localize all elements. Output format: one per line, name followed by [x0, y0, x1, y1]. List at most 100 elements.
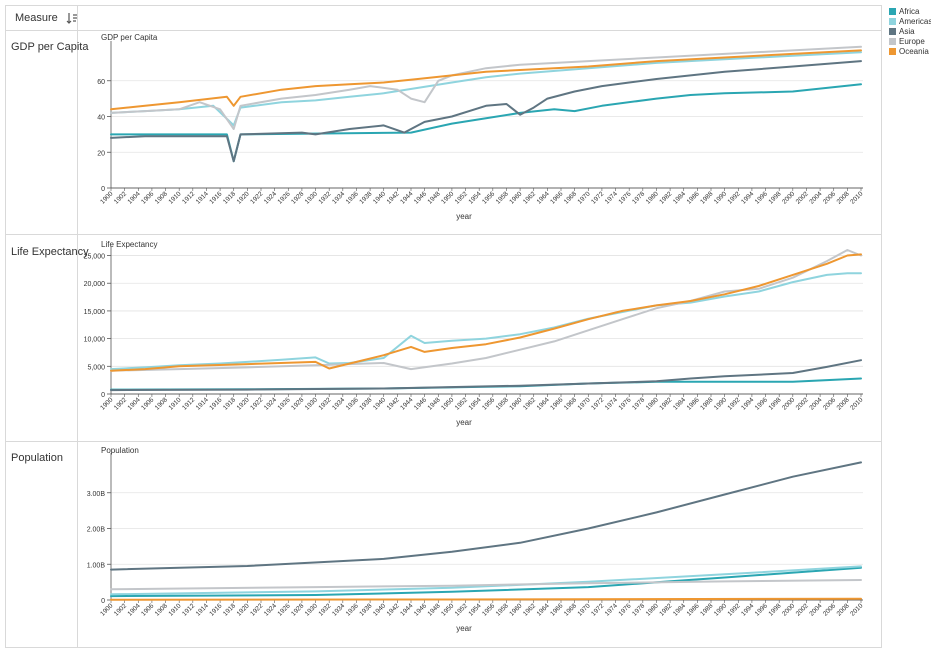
- y-tick-label: 5,000: [87, 364, 105, 371]
- chart-title: Population: [101, 446, 139, 455]
- x-tick-label: 1992: [727, 396, 742, 411]
- x-tick-label: 1984: [672, 190, 687, 205]
- x-tick-label: 1998: [767, 602, 782, 617]
- x-tick-label: 1982: [658, 190, 673, 205]
- x-tick-label: 1978: [631, 396, 646, 411]
- x-tick-label: 1904: [127, 602, 142, 617]
- x-tick-label: 1950: [440, 602, 455, 617]
- x-tick-label: 1952: [454, 602, 469, 617]
- x-tick-label: 2010: [849, 190, 864, 205]
- x-tick-label: 1938: [358, 602, 373, 617]
- x-tick-label: 1990: [713, 190, 728, 205]
- x-tick-label: 1938: [358, 396, 373, 411]
- legend-item-americas[interactable]: Americas: [889, 16, 931, 26]
- x-tick-label: 1962: [522, 190, 537, 205]
- x-tick-label: 1930: [304, 396, 319, 411]
- x-tick-label: 1904: [127, 190, 142, 205]
- x-tick-label: 1974: [604, 396, 619, 411]
- x-tick-label: 1992: [727, 602, 742, 617]
- x-tick-label: 1922: [249, 396, 264, 411]
- series-line-oceania: [110, 49, 862, 111]
- x-tick-label: 1932: [317, 602, 332, 617]
- x-tick-label: 2010: [849, 396, 864, 411]
- x-tick-label: 1992: [727, 190, 742, 205]
- x-tick-label: 1998: [767, 396, 782, 411]
- x-tick-label: 1970: [577, 396, 592, 411]
- x-tick-label: 1934: [331, 396, 346, 411]
- legend-label: Americas: [899, 16, 931, 26]
- x-tick-label: 1954: [467, 190, 482, 205]
- y-tick-label: 1.00B: [87, 562, 106, 569]
- x-tick-label: 1934: [331, 602, 346, 617]
- x-tick-label: 1974: [604, 190, 619, 205]
- x-tick-label: 1966: [549, 190, 564, 205]
- x-tick-label: 1996: [754, 396, 769, 411]
- x-tick-label: 1950: [440, 396, 455, 411]
- x-tick-label: 1924: [263, 602, 278, 617]
- x-tick-label: 1910: [167, 602, 182, 617]
- series-line-africa: [110, 83, 862, 163]
- x-tick-label: 2000: [781, 190, 796, 205]
- x-tick-label: 1966: [549, 602, 564, 617]
- legend: Africa Americas Asia Europe Oceania: [889, 6, 931, 56]
- series-line-europe: [110, 579, 862, 591]
- x-tick-label: 1982: [658, 602, 673, 617]
- x-tick-label: 1946: [413, 602, 428, 617]
- x-tick-label: 1988: [699, 396, 714, 411]
- x-tick-label: 1980: [645, 396, 660, 411]
- x-tick-label: 1908: [154, 602, 169, 617]
- x-tick-label: 1936: [345, 396, 360, 411]
- series-line-asia: [110, 359, 862, 392]
- x-tick-label: 1946: [413, 190, 428, 205]
- row-separator: [6, 441, 881, 442]
- x-tick-label: 1906: [140, 602, 155, 617]
- x-tick-label: 1960: [508, 396, 523, 411]
- x-tick-label: 1958: [495, 396, 510, 411]
- series-line-africa: [110, 566, 862, 598]
- x-tick-label: 1930: [304, 602, 319, 617]
- x-tick-label: 1960: [508, 602, 523, 617]
- x-tick-label: 1920: [236, 602, 251, 617]
- x-tick-label: 1910: [167, 190, 182, 205]
- x-tick-label: 1918: [222, 602, 237, 617]
- x-tick-label: 1974: [604, 602, 619, 617]
- legend-label: Africa: [899, 6, 920, 16]
- x-tick-label: 2010: [849, 602, 864, 617]
- x-tick-label: 1950: [440, 190, 455, 205]
- x-tick-label: 1952: [454, 190, 469, 205]
- x-tick-label: 1982: [658, 396, 673, 411]
- x-tick-label: 1988: [699, 602, 714, 617]
- x-tick-label: 2002: [795, 190, 810, 205]
- x-tick-label: 1944: [399, 602, 414, 617]
- x-tick-label: 2006: [822, 602, 837, 617]
- x-tick-label: 1928: [290, 396, 305, 411]
- legend-item-oceania[interactable]: Oceania: [889, 46, 931, 56]
- legend-item-europe[interactable]: Europe: [889, 36, 931, 46]
- x-tick-label: 1906: [140, 190, 155, 205]
- measure-label: Measure: [15, 12, 58, 24]
- legend-item-africa[interactable]: Africa: [889, 6, 931, 16]
- x-tick-label: 1990: [713, 396, 728, 411]
- series-line-americas: [110, 272, 862, 371]
- x-tick-label: 2004: [808, 190, 823, 205]
- y-tick-label: 60: [97, 79, 105, 86]
- x-tick-label: 1980: [645, 190, 660, 205]
- x-tick-label: 1956: [481, 602, 496, 617]
- x-tick-label: 1918: [222, 190, 237, 205]
- x-tick-label: 1980: [645, 602, 660, 617]
- legend-label: Europe: [899, 36, 925, 46]
- x-tick-label: 1948: [427, 396, 442, 411]
- legend-item-asia[interactable]: Asia: [889, 26, 931, 36]
- chart-grid: Measure GDP per Capita Life Expectancy P…: [5, 5, 882, 648]
- y-tick-label: 0: [101, 598, 105, 605]
- x-tick-label: 1914: [195, 396, 210, 411]
- x-tick-label: 1922: [249, 602, 264, 617]
- x-tick-label: 2004: [808, 396, 823, 411]
- y-tick-label: 10,000: [84, 337, 106, 344]
- series-line-oceania: [110, 597, 862, 601]
- row-label-population: Population: [11, 452, 63, 464]
- x-tick-label: 1954: [467, 396, 482, 411]
- x-tick-label: 1906: [140, 396, 155, 411]
- x-tick-label: 1964: [536, 396, 551, 411]
